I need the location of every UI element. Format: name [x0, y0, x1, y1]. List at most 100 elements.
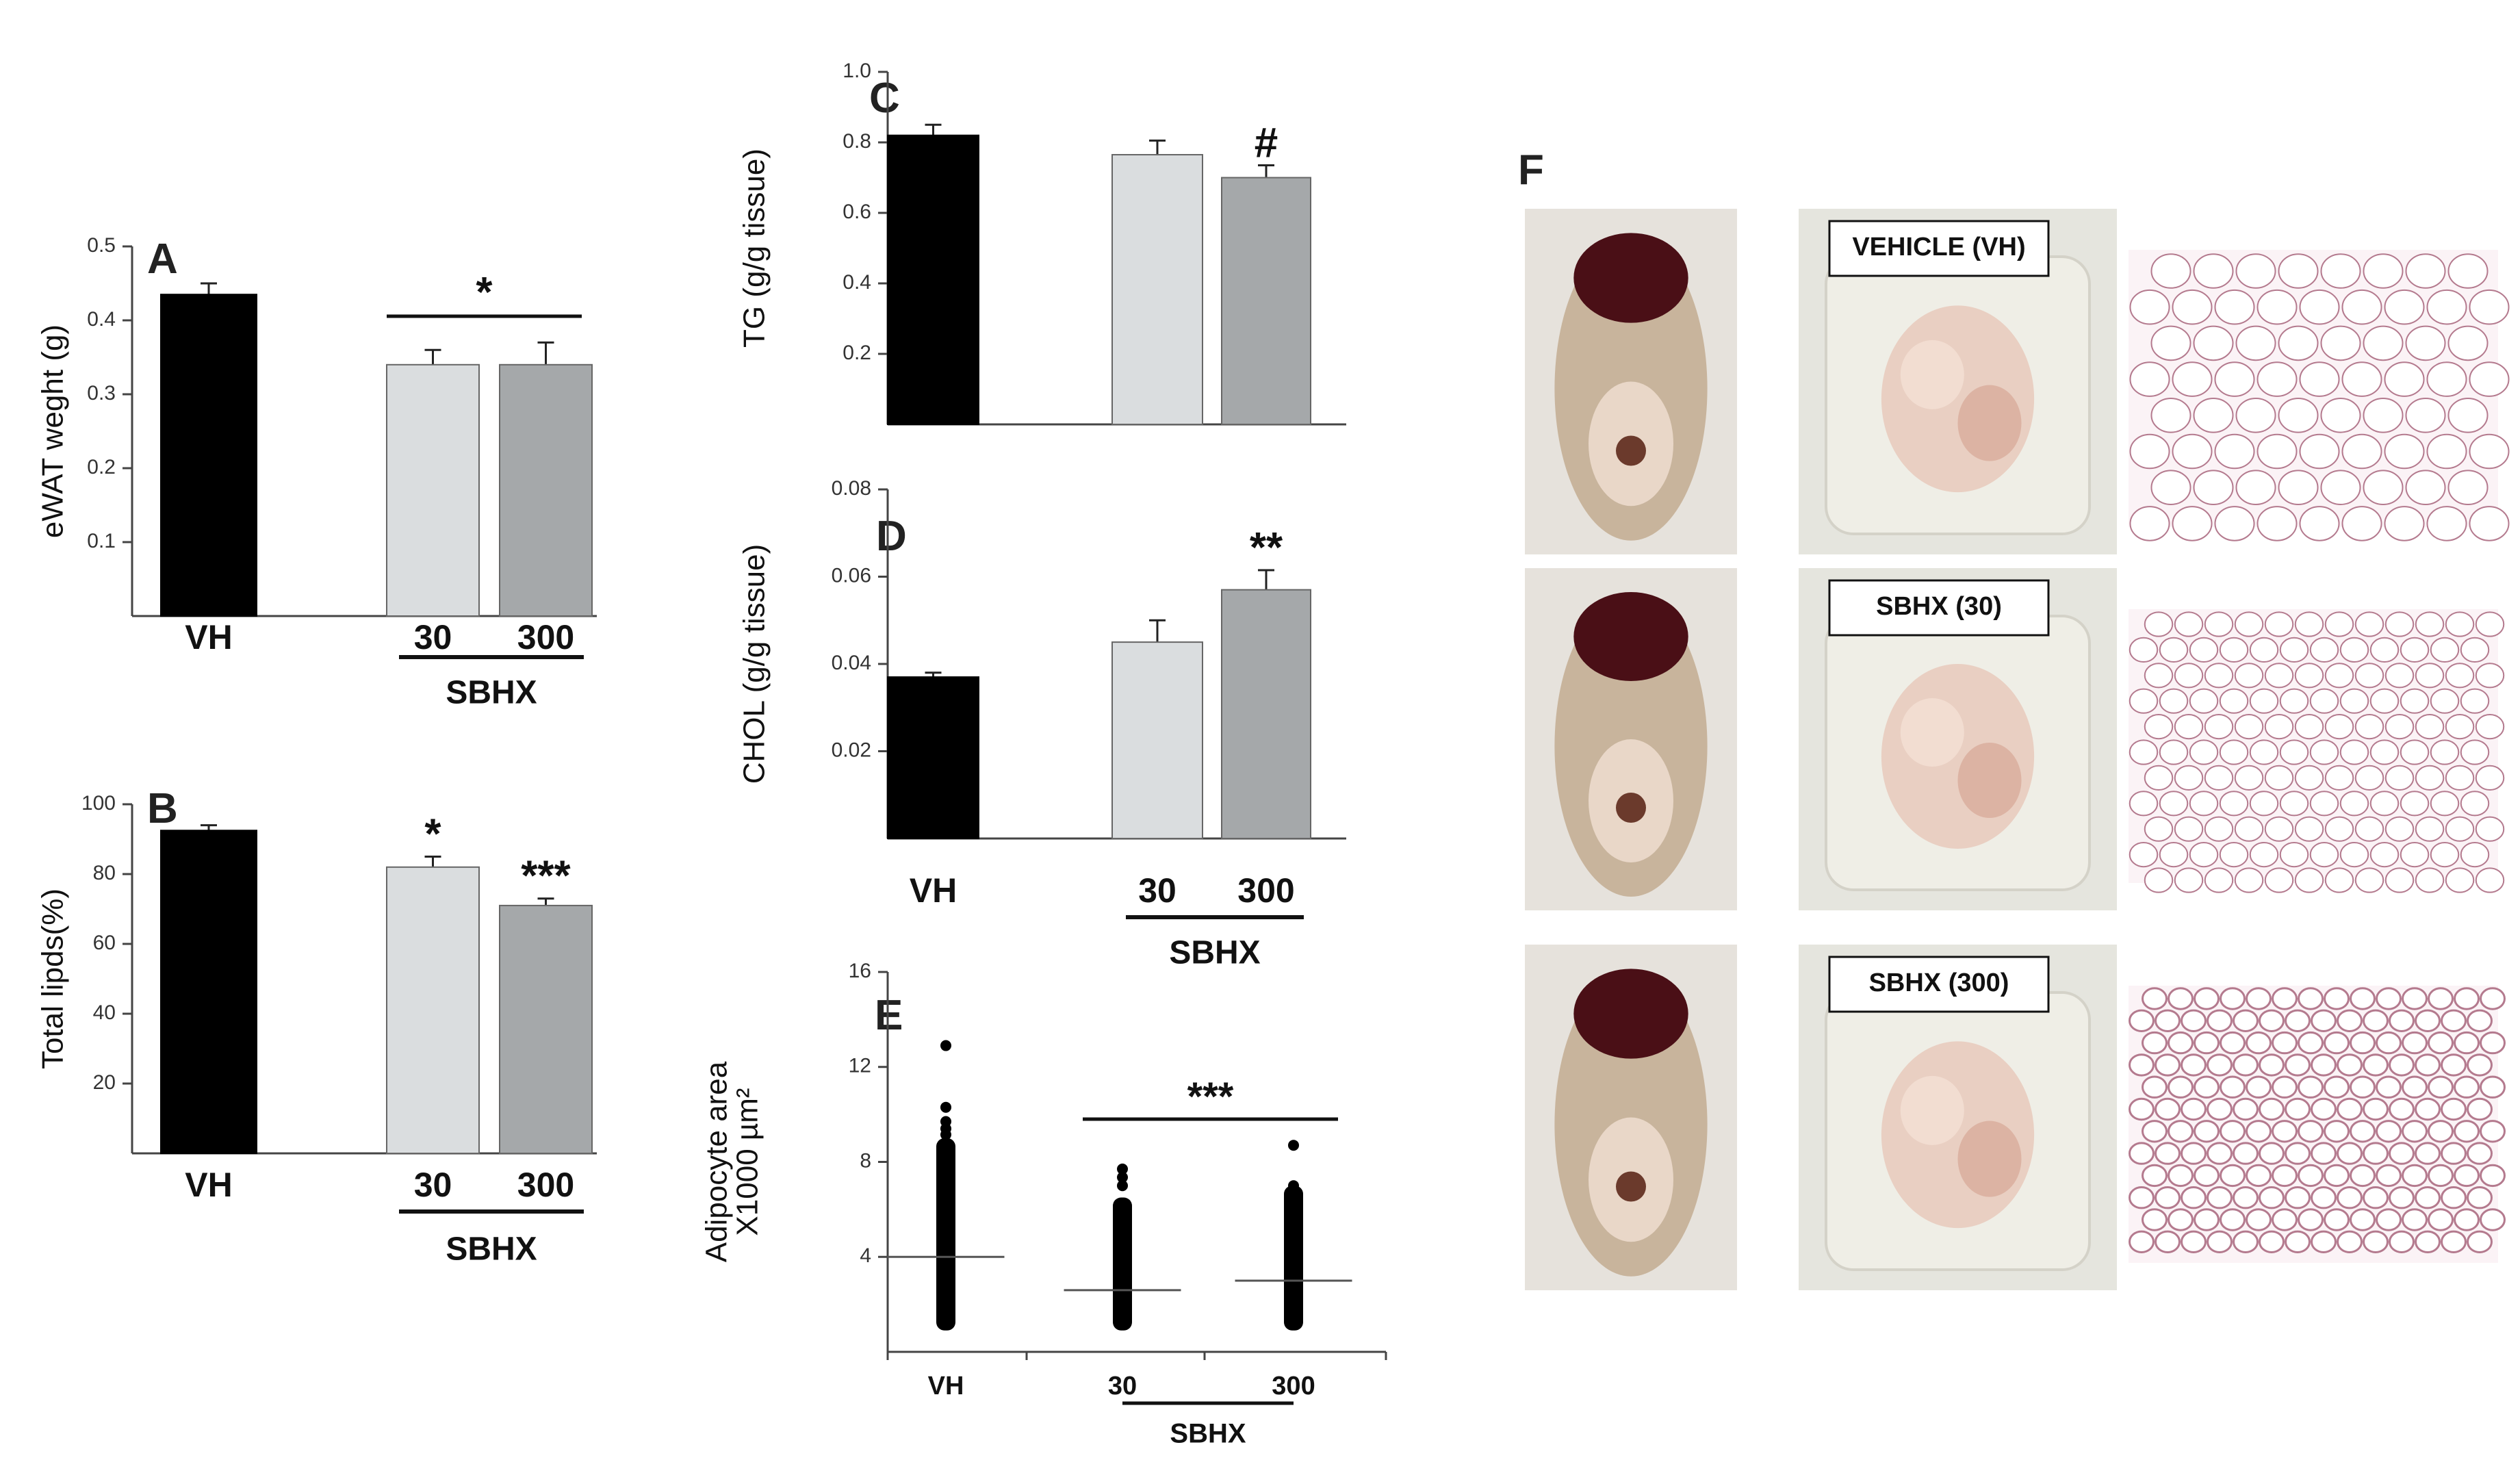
chart-d: D 0.02 0.04 0.06 0.08 CHOL (g/g tissue) VH 30 30… — [738, 477, 1346, 971]
adipocyte — [2400, 842, 2430, 868]
adipocyte — [2294, 611, 2324, 637]
adipocyte — [2174, 765, 2204, 791]
adipocyte — [2341, 361, 2382, 397]
panel-label: B — [147, 785, 178, 832]
adipocyte — [2469, 433, 2510, 470]
adipocyte — [2144, 611, 2174, 637]
adipocyte — [2430, 739, 2460, 765]
significance-mark: *** — [521, 853, 571, 900]
y-axis-title-line1: Adipocyte area — [700, 1061, 734, 1262]
adipocyte — [2324, 1031, 2350, 1055]
adipocyte — [2467, 1142, 2493, 1165]
y-tick-label: 0.08 — [832, 477, 871, 500]
y-tick-label: 40 — [93, 1001, 116, 1024]
adipocyte — [2259, 1230, 2285, 1254]
significance-mark: * — [424, 811, 441, 858]
adipocyte — [2168, 1208, 2194, 1231]
adipocyte — [2174, 611, 2204, 637]
adipocyte — [2324, 816, 2354, 842]
adipocyte — [2445, 714, 2475, 740]
adipocyte — [2207, 1009, 2233, 1033]
adipocyte — [2415, 1142, 2441, 1165]
adipocyte — [2129, 1053, 2155, 1077]
adipocyte — [2354, 714, 2384, 740]
adipocyte — [2430, 637, 2460, 663]
adipocyte — [2475, 611, 2505, 637]
adipocyte — [2430, 842, 2460, 868]
adipocyte — [2144, 765, 2174, 791]
adipocyte — [2193, 253, 2234, 289]
adipocyte — [2189, 791, 2219, 817]
adipocyte — [2259, 1053, 2285, 1077]
adipocyte — [2207, 1053, 2233, 1077]
fat-lobe — [1900, 340, 1964, 409]
adipocyte — [2299, 361, 2340, 397]
adipocyte — [2279, 688, 2309, 714]
adipocyte — [2193, 398, 2234, 433]
adipocyte — [2415, 1009, 2441, 1033]
adipocyte — [2384, 289, 2425, 325]
adipocyte — [2257, 506, 2298, 541]
adipocyte — [2454, 1120, 2480, 1143]
adipocyte — [2129, 791, 2159, 817]
panel-label: F — [1518, 146, 1544, 194]
adipocyte — [2207, 1142, 2233, 1165]
adipocyte — [2363, 398, 2404, 433]
y-axis-title: Total lipds(%) — [36, 888, 70, 1069]
adipocyte — [2129, 1230, 2155, 1254]
y-tick-label: 12 — [849, 1055, 871, 1077]
adipocyte — [2285, 1097, 2311, 1121]
adipocyte — [2337, 1186, 2363, 1209]
adipocyte — [2181, 1186, 2207, 1209]
adipocyte — [2272, 1075, 2298, 1099]
adipocyte — [2309, 688, 2339, 714]
adipocyte — [2389, 1053, 2415, 1077]
adipocyte — [2189, 637, 2219, 663]
adipocyte — [2207, 1230, 2233, 1254]
y-tick-label: 0.2 — [843, 342, 871, 364]
adipocyte — [2447, 253, 2489, 289]
adipocyte — [2172, 361, 2213, 397]
group-label: SBHX — [446, 1231, 537, 1268]
adipocyte — [2426, 433, 2467, 470]
adipocyte — [2454, 1164, 2480, 1188]
adipocyte — [2214, 433, 2255, 470]
adipocyte — [2369, 688, 2400, 714]
bar-vh — [887, 676, 979, 839]
adipocyte — [2142, 1120, 2168, 1143]
y-tick-label: 1.0 — [843, 60, 871, 82]
significance-mark: * — [476, 269, 493, 316]
adipocyte — [2339, 637, 2369, 663]
adipocyte — [2389, 1097, 2415, 1121]
category-label: 300 — [517, 618, 574, 656]
adipocyte — [2189, 739, 2219, 765]
fat-lobe — [1957, 385, 2022, 461]
adipocyte — [2350, 1164, 2376, 1188]
adipocyte — [2194, 1120, 2220, 1143]
adipocyte — [2246, 1120, 2272, 1143]
bar-vh — [160, 830, 257, 1154]
adipocyte — [2311, 1142, 2337, 1165]
category-label: 300 — [517, 1166, 574, 1204]
adipocyte — [2460, 688, 2490, 714]
adipocyte — [2337, 1053, 2363, 1077]
adipocyte — [2142, 1164, 2168, 1188]
adipocyte — [2426, 361, 2467, 397]
adipocyte — [2214, 289, 2255, 325]
group-label-text: VEHICLE (VH) — [1852, 233, 2025, 261]
y-axis-title: CHOL (g/g tissue) — [738, 544, 771, 784]
adipocyte — [2257, 361, 2298, 397]
adipocyte — [2298, 1031, 2324, 1055]
fat-lobe — [1900, 698, 1964, 767]
panel-label: E — [875, 992, 903, 1039]
y-axis-title: eWAT weght (g) — [36, 324, 70, 538]
adipocyte — [2363, 1009, 2389, 1033]
adipocyte — [2159, 688, 2189, 714]
adipocyte — [2299, 433, 2340, 470]
adipocyte — [2405, 398, 2446, 433]
adipocyte — [2298, 987, 2324, 1010]
adipocyte — [2278, 325, 2319, 361]
adipocyte — [2220, 1075, 2246, 1099]
adipocyte — [2193, 470, 2234, 506]
